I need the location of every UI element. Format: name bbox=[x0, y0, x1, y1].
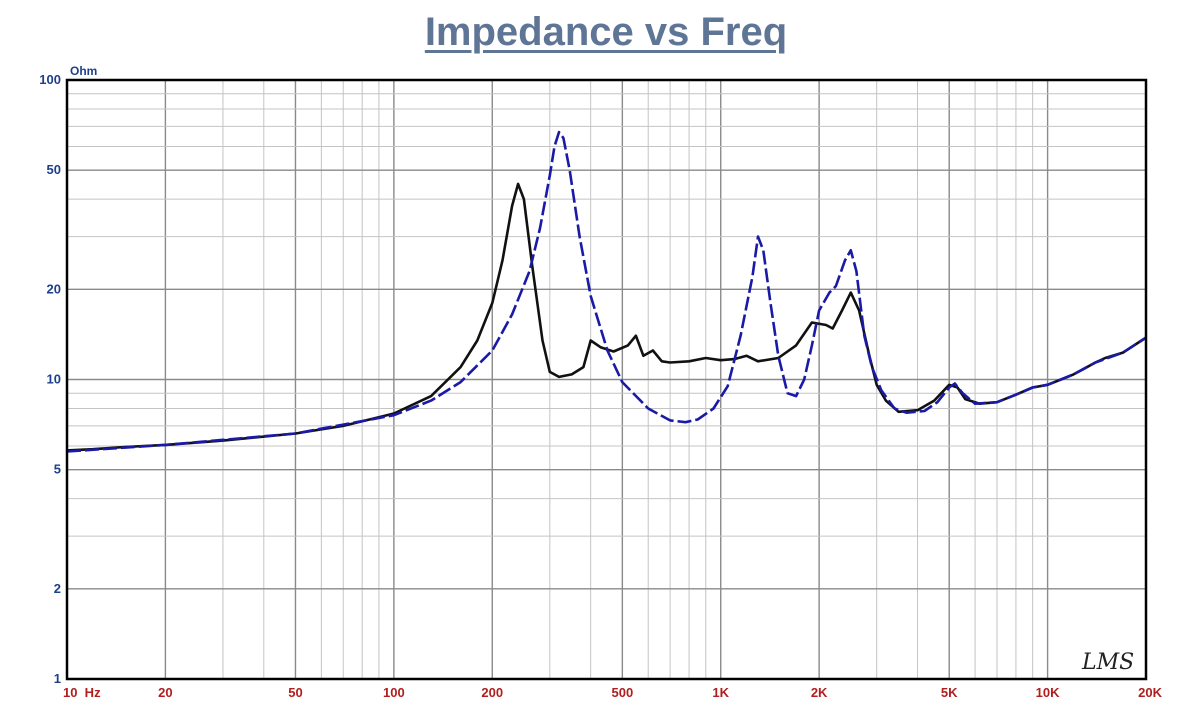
x-tick-label: 20K bbox=[1138, 685, 1162, 700]
series-line-2 bbox=[66, 130, 1147, 453]
x-tick-label: 500 bbox=[611, 685, 633, 700]
y-axis-ticks: 100 50 20 10 5 2 1 bbox=[39, 72, 61, 686]
x-tick-label: 100 bbox=[383, 685, 405, 700]
x-tick-label: 2K bbox=[811, 685, 828, 700]
series-line-1 bbox=[66, 182, 1147, 452]
y-tick-label: 5 bbox=[54, 462, 61, 477]
y-tick-label: 100 bbox=[39, 72, 61, 87]
x-tick-label: 10 Hz bbox=[63, 685, 101, 700]
x-tick-label: 200 bbox=[481, 685, 503, 700]
x-axis-ticks: 10 Hz 20 50 100 200 500 1K 2K 5K 10K 20K bbox=[63, 685, 1163, 700]
y-axis-unit-label: Ohm bbox=[70, 64, 97, 78]
y-tick-label: 10 bbox=[47, 372, 61, 387]
grid-lines bbox=[66, 80, 1147, 680]
series-group bbox=[66, 130, 1147, 453]
lms-logo: LMS bbox=[1081, 650, 1134, 675]
x-tick-label: 1K bbox=[712, 685, 729, 700]
y-tick-label: 1 bbox=[54, 671, 61, 686]
y-tick-label: 50 bbox=[47, 162, 61, 177]
chart-title: Impedance vs Freq bbox=[424, 10, 788, 54]
plot-frame bbox=[65, 78, 1148, 681]
x-tick-label: 5K bbox=[941, 685, 958, 700]
x-tick-label: 20 bbox=[158, 685, 172, 700]
x-tick-label: 50 bbox=[288, 685, 302, 700]
lms-logo-text: LMS bbox=[1081, 650, 1134, 675]
y-tick-label: 20 bbox=[47, 281, 61, 296]
y-tick-label: 2 bbox=[54, 581, 61, 596]
x-tick-label: 10K bbox=[1036, 685, 1060, 700]
